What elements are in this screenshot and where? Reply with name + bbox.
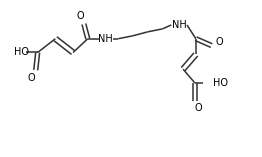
Text: HO: HO [14, 47, 29, 57]
Text: NH: NH [98, 34, 113, 44]
Text: NH: NH [172, 20, 187, 30]
Text: HO: HO [212, 78, 227, 88]
Text: O: O [76, 11, 84, 21]
Text: O: O [28, 73, 36, 83]
Text: O: O [215, 37, 223, 47]
Text: O: O [195, 103, 203, 114]
